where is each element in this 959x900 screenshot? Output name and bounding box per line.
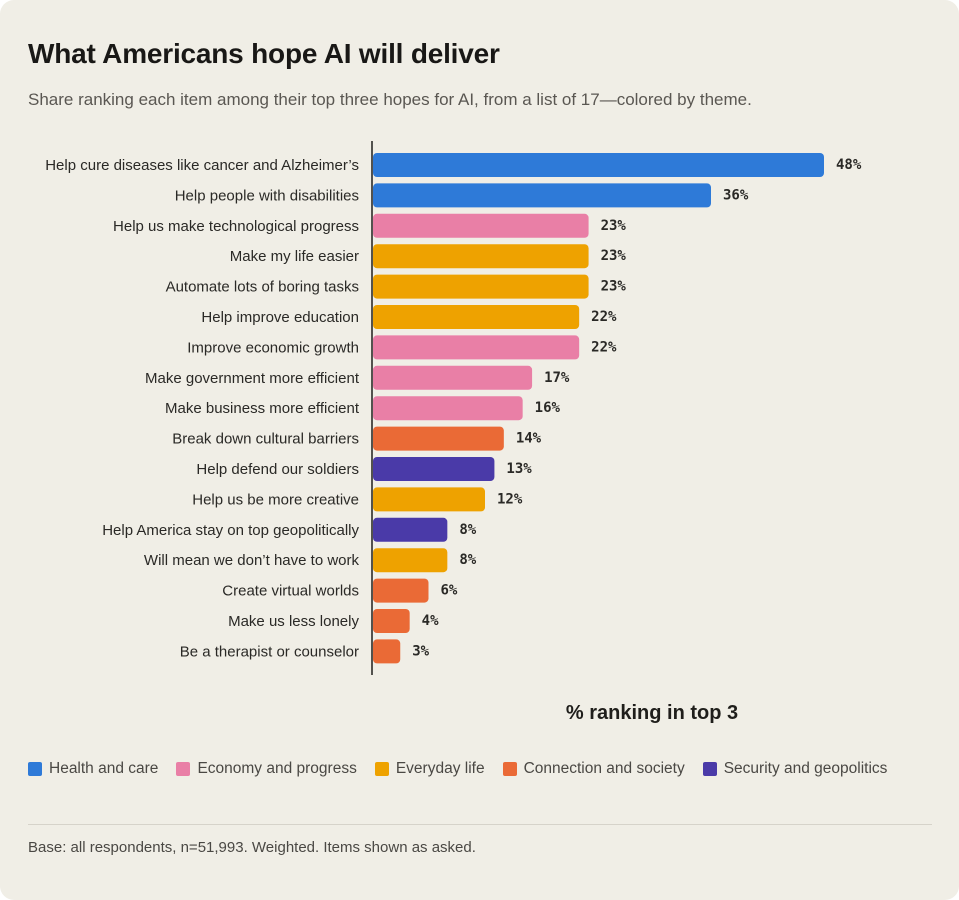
value-label: 23% <box>601 218 627 234</box>
x-axis-title: % ranking in top 3 <box>565 702 739 724</box>
value-label: 3% <box>412 643 429 659</box>
bar <box>373 305 580 329</box>
category-label: Create virtual worlds <box>222 583 359 600</box>
bar <box>373 639 401 664</box>
chart-subtitle: Share ranking each item among their top … <box>28 90 752 109</box>
bar-row: Improve economic growth 22% <box>187 335 617 360</box>
legend-label: Economy and progress <box>197 760 357 777</box>
bar <box>373 183 711 208</box>
footnote: Base: all respondents, n=51,993. Weighte… <box>28 839 476 856</box>
category-label: Help cure diseases like cancer and Alzhe… <box>45 157 359 174</box>
value-label: 48% <box>836 157 862 173</box>
value-label: 8% <box>459 522 476 538</box>
value-label: 14% <box>516 431 542 447</box>
legend-label: Everyday life <box>395 760 485 777</box>
legend-swatch <box>176 762 191 776</box>
category-label: Make us less lonely <box>228 613 359 630</box>
bar-row: Will mean we don’t have to work 8% <box>144 548 477 573</box>
legend-label: Connection and society <box>523 760 685 777</box>
value-label: 16% <box>535 400 561 416</box>
bar <box>373 153 824 177</box>
value-label: 12% <box>497 491 523 507</box>
category-label: Help us make technological progress <box>113 218 359 235</box>
bar <box>373 578 429 603</box>
bar-row: Help defend our soldiers 13% <box>196 457 532 481</box>
chart-title: What Americans hope AI will deliver <box>28 38 500 69</box>
bar-row: Create virtual worlds 6% <box>222 578 458 603</box>
value-label: 8% <box>459 552 476 568</box>
value-label: 22% <box>591 309 617 325</box>
legend-item: Connection and society <box>502 760 685 778</box>
bar-row: Automate lots of boring tasks 23% <box>166 274 627 299</box>
legend-item: Security and geopolitics <box>702 760 888 778</box>
category-label: Make my life easier <box>230 248 359 265</box>
divider <box>28 824 932 825</box>
legend-label: Health and care <box>49 760 159 777</box>
bar-row: Break down cultural barriers 14% <box>172 426 542 451</box>
bar <box>373 365 533 390</box>
bar <box>373 244 589 269</box>
bar <box>373 457 495 481</box>
value-label: 13% <box>506 461 532 477</box>
category-label: Will mean we don’t have to work <box>144 552 360 569</box>
category-label: Make business more efficient <box>165 400 360 417</box>
bar-row: Make government more efficient 17% <box>145 365 570 390</box>
legend-swatch <box>28 762 42 776</box>
legend-swatch <box>502 762 517 776</box>
bar-row: Help America stay on top geopolitically 8… <box>102 517 477 542</box>
value-label: 4% <box>422 613 439 629</box>
category-label: Automate lots of boring tasks <box>166 279 359 296</box>
bar <box>373 335 580 360</box>
value-label: 36% <box>723 187 749 203</box>
category-label: Break down cultural barriers <box>172 431 359 448</box>
category-label: Help people with disabilities <box>175 187 359 204</box>
value-label: 17% <box>544 370 570 386</box>
value-label: 23% <box>601 279 627 295</box>
category-label: Help defend our soldiers <box>196 461 359 478</box>
bar <box>373 396 523 421</box>
bar-row: Help improve education 22% <box>201 305 617 329</box>
value-label: 23% <box>601 248 627 264</box>
bar-chart: Help cure diseases like cancer and Alzhe… <box>45 141 862 675</box>
category-label: Improve economic growth <box>187 339 359 356</box>
category-label: Be a therapist or counselor <box>180 643 359 660</box>
legend: Health and care Economy and progress Every… <box>28 760 905 778</box>
legend-swatch <box>374 762 389 776</box>
bar <box>373 274 589 299</box>
legend-swatch <box>702 762 717 776</box>
legend-item: Health and care <box>28 760 158 778</box>
value-label: 6% <box>441 583 458 599</box>
bar-row: Help cure diseases like cancer and Alzhe… <box>45 153 862 177</box>
bar-row: Make business more efficient 16% <box>165 396 561 421</box>
legend-label: Security and geopolitics <box>723 760 888 777</box>
category-label: Help improve education <box>201 309 359 326</box>
bar <box>373 213 589 238</box>
value-label: 22% <box>591 339 617 355</box>
bar <box>373 609 410 633</box>
bar <box>373 426 504 451</box>
bar-row: Be a therapist or counselor 3% <box>180 639 430 664</box>
legend-item: Economy and progress <box>176 760 357 778</box>
bar-row: Make us less lonely 4% <box>228 609 439 633</box>
bar <box>373 548 448 573</box>
category-label: Help America stay on top geopolitically <box>102 522 359 539</box>
legend-item: Everyday life <box>374 760 485 778</box>
bar <box>373 487 485 512</box>
bar-row: Help us make technological progress 23% <box>113 213 627 238</box>
bar-row: Make my life easier 23% <box>230 244 627 269</box>
category-label: Make government more efficient <box>145 370 360 387</box>
bar-row: Help us be more creative 12% <box>192 487 523 512</box>
bar <box>373 517 448 542</box>
bar-row: Help people with disabilities 36% <box>175 183 749 208</box>
category-label: Help us be more creative <box>192 491 359 508</box>
